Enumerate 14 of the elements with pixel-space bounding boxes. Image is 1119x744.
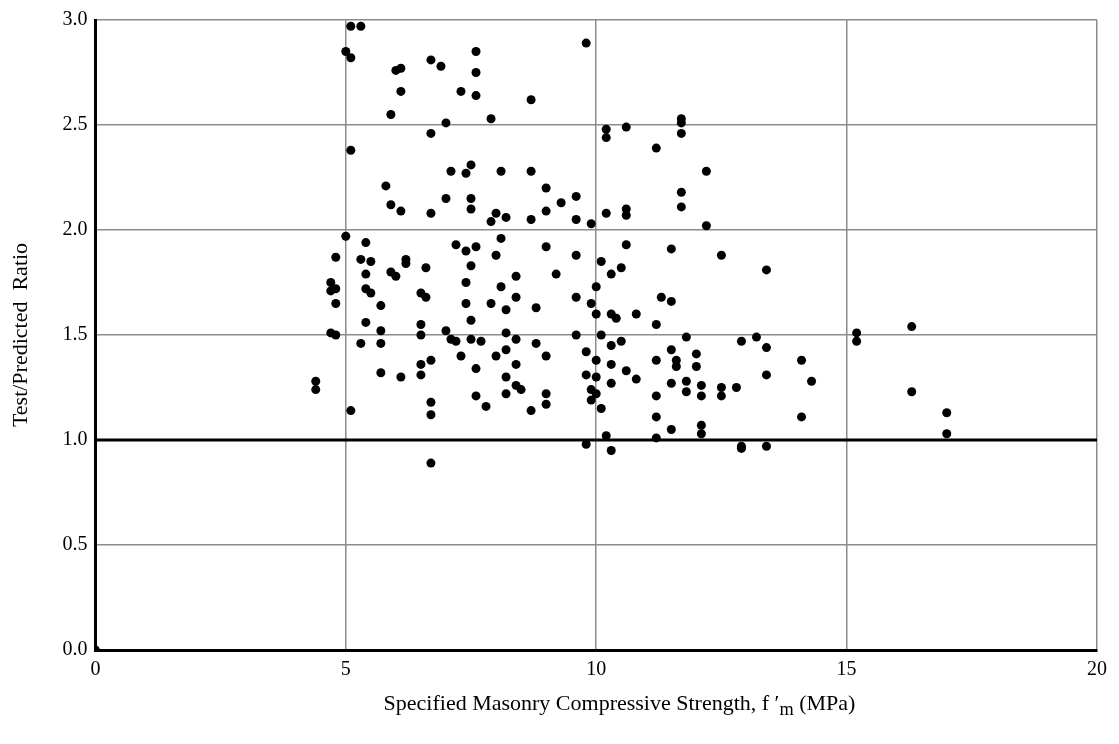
y-tick-label: 3.0 <box>62 7 88 30</box>
x-tick-label: 15 <box>836 657 857 680</box>
y-axis-title: Test/Predicted Ratio <box>6 242 32 428</box>
x-tick-label: 5 <box>340 657 351 680</box>
x-tick-label: 20 <box>1087 657 1107 680</box>
y-tick-label: 2.0 <box>62 217 88 240</box>
y-tick-label: 1.5 <box>62 322 88 345</box>
x-tick-label: 10 <box>586 657 607 680</box>
y-tick-label: 0.0 <box>62 637 88 660</box>
y-tick-label: 0.5 <box>62 532 88 555</box>
x-axis-title: Specified Masonry Compressive Strength, f ′$_{m}$ (MPa) <box>382 690 857 721</box>
y-tick-label: 2.5 <box>62 112 88 135</box>
x-tick-label: 0 <box>90 657 101 680</box>
y-tick-label: 1.0 <box>62 427 88 450</box>
